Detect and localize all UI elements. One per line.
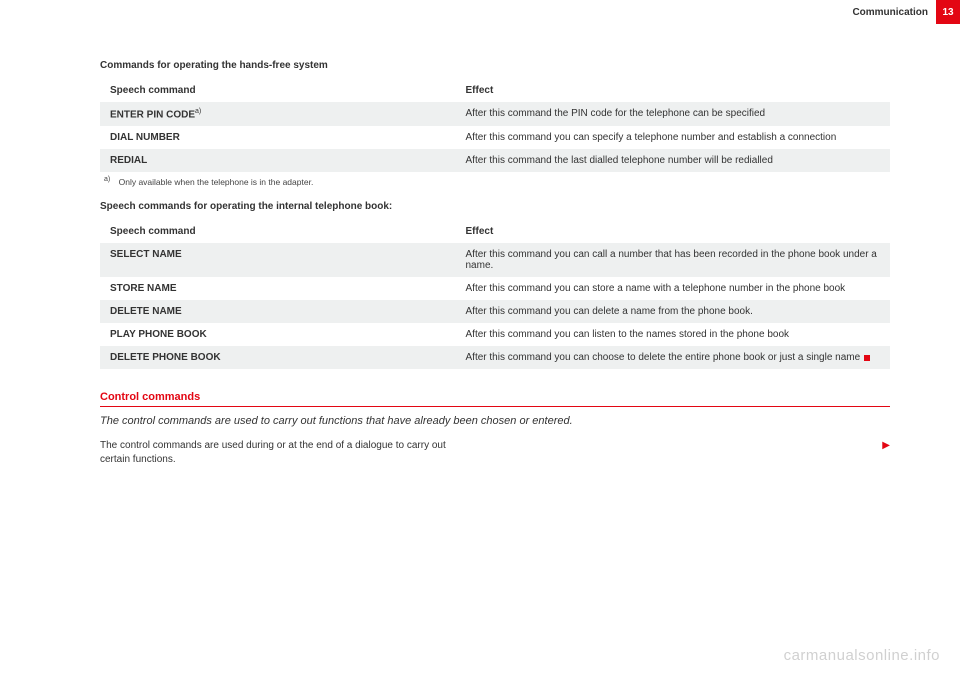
watermark: carmanualsonline.info <box>784 647 940 664</box>
control-commands-lead: The control commands are used to carry o… <box>100 415 890 427</box>
effect-text: After this command you can delete a name… <box>456 300 891 323</box>
heading-rule <box>100 406 890 407</box>
cmd-text: STORE NAME <box>100 277 456 300</box>
body-columns: The control commands are used during or … <box>100 439 890 466</box>
control-commands-heading: Control commands <box>100 391 890 403</box>
table2-col-effect: Effect <box>456 220 891 243</box>
table1-footnote: a) Only available when the telephone is … <box>104 176 890 187</box>
table1-col-speech: Speech command <box>100 79 456 102</box>
continuation-arrow-icon: ▶ <box>515 439 890 466</box>
end-marker-icon <box>864 355 870 361</box>
effect-text: After this command the last dialled tele… <box>456 149 891 172</box>
header-title: Communication <box>852 7 928 18</box>
cmd-sup: a) <box>195 108 201 115</box>
effect-text: After this command you can specify a tel… <box>456 126 891 149</box>
effect-text: After this command the PIN code for the … <box>456 102 891 126</box>
table1-col-effect: Effect <box>456 79 891 102</box>
cmd-text: REDIAL <box>110 155 147 166</box>
cmd-text: DELETE PHONE BOOK <box>100 346 456 369</box>
effect-text: After this command you can store a name … <box>456 277 891 300</box>
table2-col-speech: Speech command <box>100 220 456 243</box>
table-row: ENTER PIN CODEa) After this command the … <box>100 102 890 126</box>
effect-text: After this command you can call a number… <box>456 243 891 277</box>
footnote-text: Only available when the telephone is in … <box>119 177 314 187</box>
commands-table-1: Speech command Effect ENTER PIN CODEa) A… <box>100 79 890 172</box>
commands-table-2: Speech command Effect SELECT NAME After … <box>100 220 890 369</box>
effect-text: After this command you can choose to del… <box>456 346 891 369</box>
page-content: Commands for operating the hands-free sy… <box>0 0 960 466</box>
page-header: Communication 13 <box>0 0 960 24</box>
cmd-text: ENTER PIN CODE <box>110 109 195 120</box>
page-number-badge: 13 <box>936 0 960 24</box>
effect-text: After this command you can listen to the… <box>456 323 891 346</box>
table-row: SELECT NAME After this command you can c… <box>100 243 890 277</box>
footnote-mark: a) <box>104 176 110 183</box>
table-row: DIAL NUMBER After this command you can s… <box>100 126 890 149</box>
table-row: STORE NAME After this command you can st… <box>100 277 890 300</box>
table-row: DELETE PHONE BOOK After this command you… <box>100 346 890 369</box>
cmd-text: DIAL NUMBER <box>110 132 180 143</box>
table1-caption: Commands for operating the hands-free sy… <box>100 60 890 71</box>
table-row: DELETE NAME After this command you can d… <box>100 300 890 323</box>
table2-caption: Speech commands for operating the intern… <box>100 201 890 212</box>
table-row: PLAY PHONE BOOK After this command you c… <box>100 323 890 346</box>
cmd-text: PLAY PHONE BOOK <box>100 323 456 346</box>
table-row: REDIAL After this command the last diall… <box>100 149 890 172</box>
cmd-text: SELECT NAME <box>100 243 456 277</box>
body-col-left: The control commands are used during or … <box>100 439 475 466</box>
cmd-text: DELETE NAME <box>100 300 456 323</box>
